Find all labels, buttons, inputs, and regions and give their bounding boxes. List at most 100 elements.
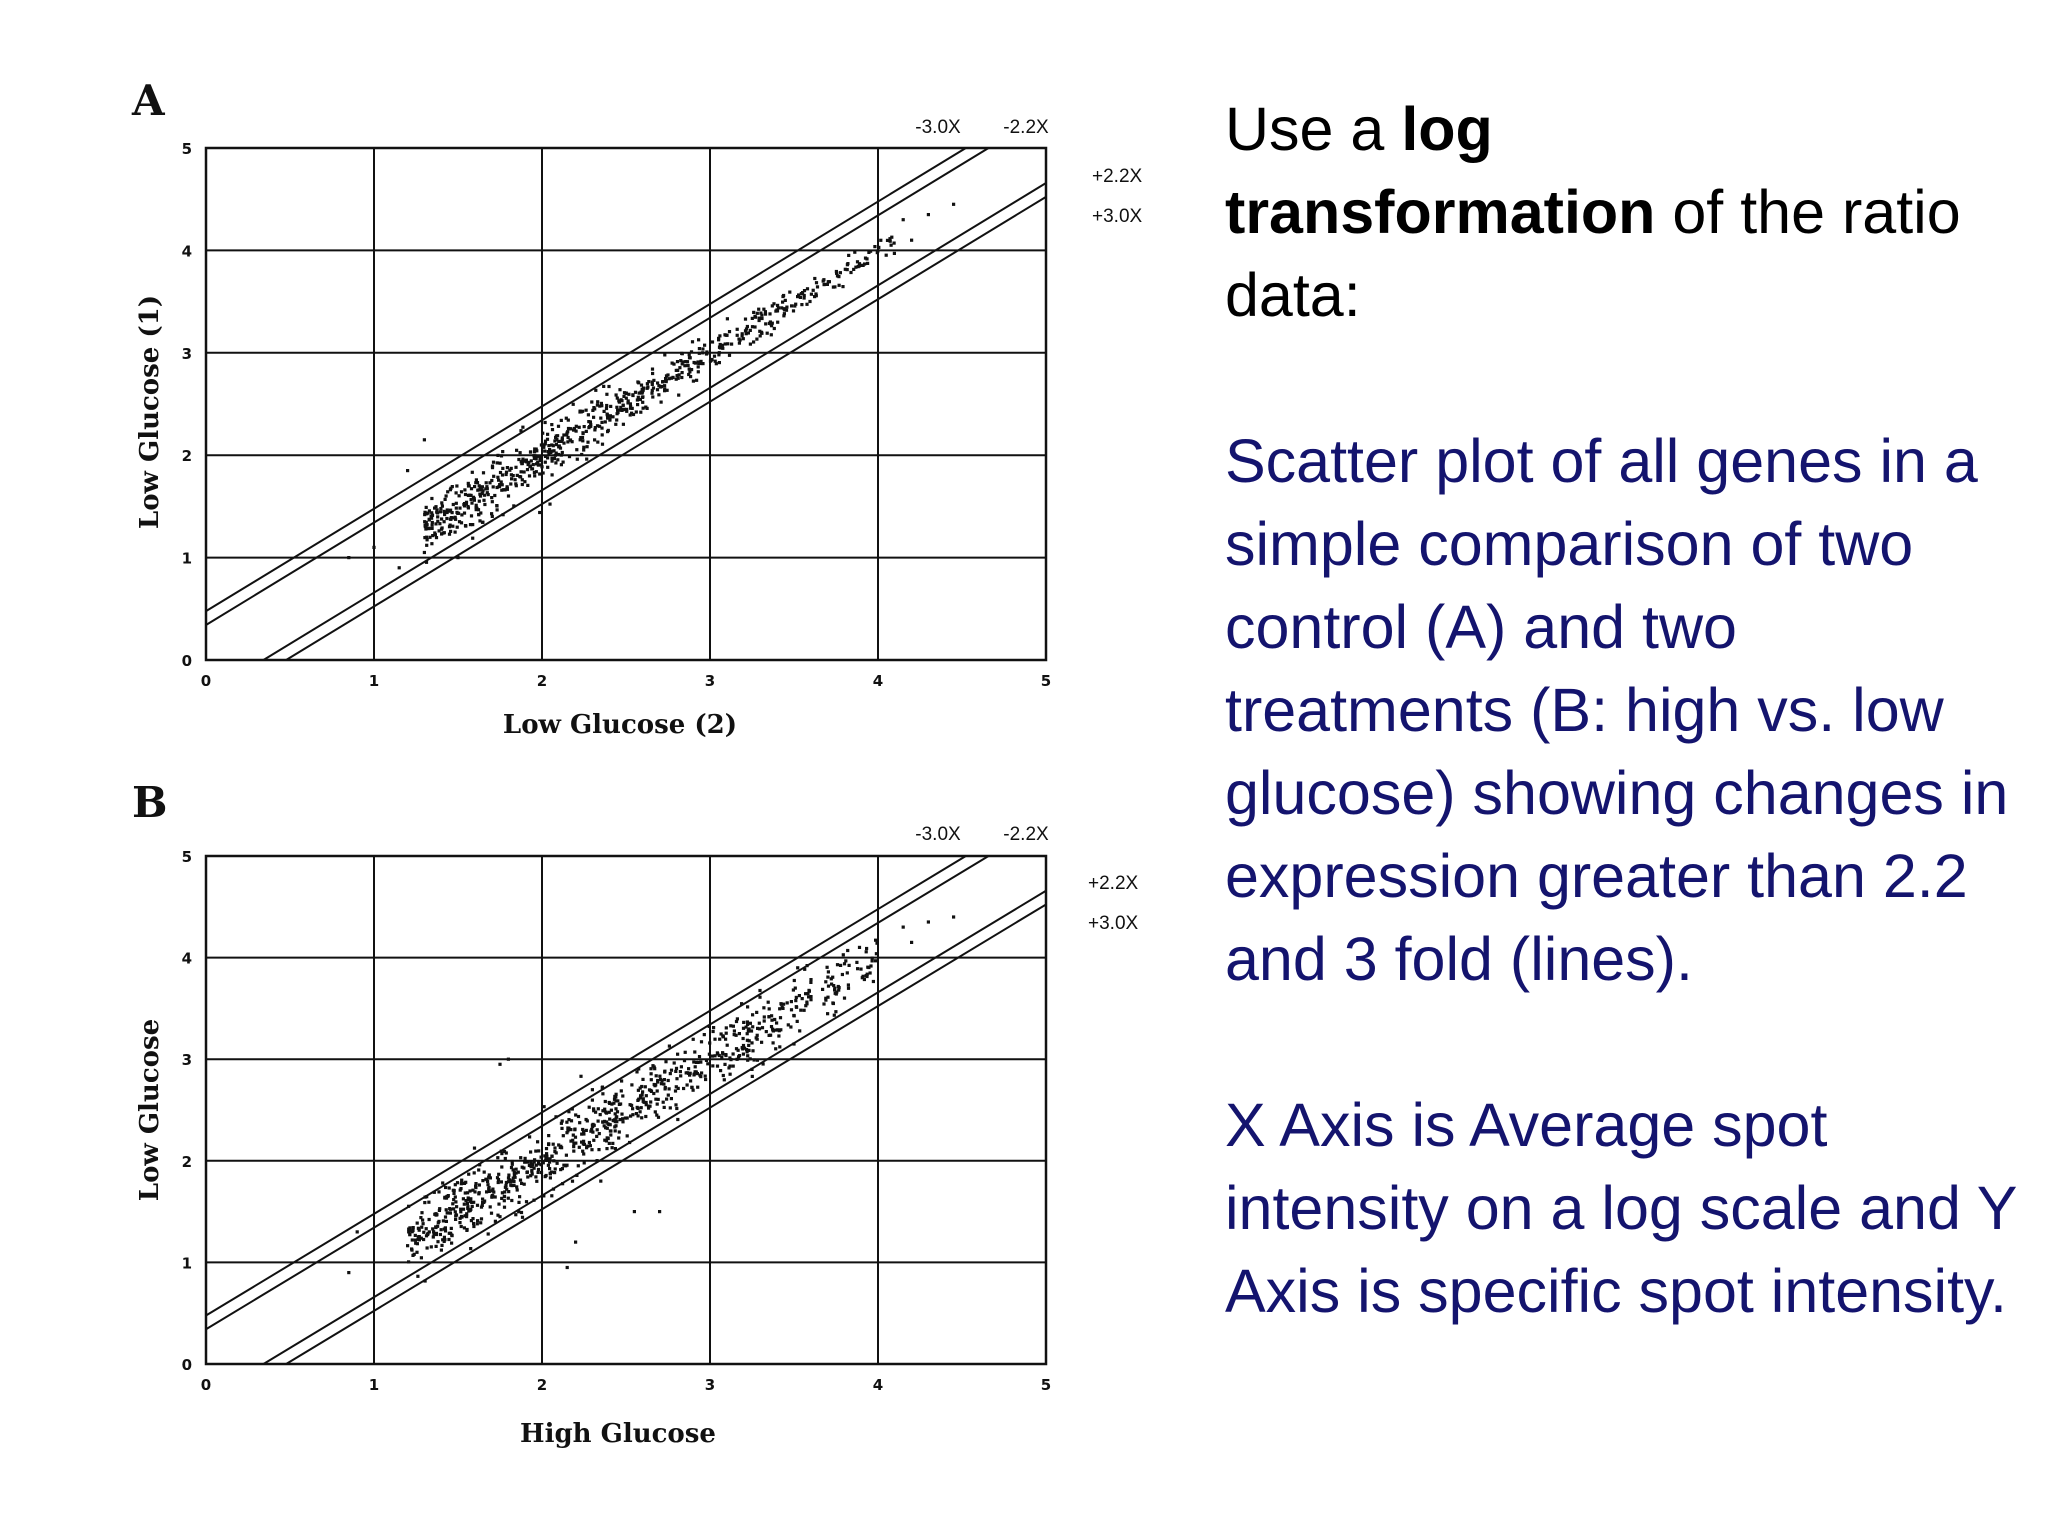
data-point: [616, 408, 620, 412]
data-point: [468, 523, 473, 527]
data-point: [645, 386, 649, 390]
data-point: [799, 1008, 803, 1012]
data-point: [520, 1165, 524, 1169]
data-point: [430, 523, 434, 527]
data-point: [637, 391, 641, 395]
data-point: [443, 1238, 447, 1242]
data-point: [510, 1162, 514, 1166]
data-point: [859, 967, 863, 971]
data-point: [517, 457, 521, 462]
data-point: [710, 340, 715, 344]
data-point: [469, 1197, 473, 1201]
data-point: [590, 1088, 594, 1092]
data-point: [478, 492, 482, 496]
data-point: [480, 1203, 484, 1207]
data-point: [870, 959, 874, 963]
data-point: [431, 534, 435, 538]
y-tick-label: 4: [182, 242, 192, 260]
description-paragraph: Scatter plot of all genes in a simple co…: [1225, 427, 2009, 993]
data-point: [582, 1130, 586, 1134]
data-point: [751, 1049, 755, 1053]
data-point: [662, 1105, 666, 1109]
data-point: [538, 455, 542, 459]
data-point: [458, 506, 462, 510]
data-point: [574, 1141, 578, 1145]
data-point: [454, 491, 458, 495]
data-point: [517, 1200, 521, 1204]
data-point: [498, 1062, 502, 1066]
data-point: [542, 445, 546, 449]
data-point: [455, 484, 459, 488]
data-point: [745, 324, 749, 329]
x-tick-label: 5: [1041, 672, 1051, 690]
data-point: [451, 516, 455, 520]
data-point: [770, 304, 774, 308]
data-point: [466, 504, 470, 509]
data-point: [513, 1175, 517, 1179]
data-point: [757, 316, 761, 320]
data-point: [724, 1037, 728, 1041]
data-point: [484, 481, 488, 485]
data-point: [734, 1047, 739, 1051]
data-point: [676, 1052, 680, 1056]
data-point: [834, 1010, 838, 1014]
data-point: [813, 295, 817, 299]
data-point: [822, 283, 826, 287]
data-point: [472, 1224, 476, 1229]
data-point: [584, 429, 588, 433]
data-point: [718, 1037, 722, 1041]
data-point: [593, 407, 597, 411]
data-point: [462, 504, 467, 508]
data-point: [534, 1163, 538, 1167]
data-point: [416, 1235, 420, 1239]
data-point: [625, 1116, 629, 1120]
data-point: [801, 291, 805, 295]
panel-a-fold-labels: -3.0X -2.2X +2.2X +3.0X: [915, 117, 1142, 227]
data-point: [606, 1122, 610, 1126]
data-point: [424, 1227, 428, 1231]
data-point: [460, 1215, 464, 1219]
data-point: [667, 377, 671, 381]
data-point: [554, 451, 558, 455]
data-point: [574, 1240, 578, 1244]
data-point: [529, 1160, 533, 1164]
data-point: [776, 1028, 780, 1032]
data-point: [444, 494, 448, 498]
data-point: [451, 502, 455, 507]
data-point: [741, 1043, 746, 1048]
data-point: [576, 1164, 580, 1168]
data-point: [417, 1238, 421, 1242]
data-point: [495, 485, 499, 490]
data-point: [889, 243, 893, 247]
data-point: [717, 1053, 721, 1058]
data-point: [824, 996, 828, 1000]
data-point: [459, 521, 464, 525]
data-point: [670, 376, 674, 380]
data-point: [639, 383, 644, 387]
data-point: [569, 1119, 574, 1123]
data-point: [802, 296, 806, 300]
data-point: [679, 1065, 683, 1069]
data-point: [526, 1160, 530, 1164]
data-point: [614, 422, 618, 426]
data-point: [659, 400, 663, 404]
data-point: [681, 360, 685, 364]
data-point: [437, 1190, 441, 1194]
data-point: [910, 940, 914, 944]
data-point: [608, 1123, 612, 1127]
data-point: [459, 1207, 463, 1211]
data-point: [879, 238, 883, 242]
data-point: [800, 303, 804, 307]
data-point: [497, 478, 501, 482]
data-point: [440, 501, 444, 505]
data-point: [688, 370, 692, 374]
data-point: [447, 1186, 451, 1190]
data-point: [602, 1124, 606, 1128]
data-point: [809, 292, 813, 296]
data-point: [597, 1148, 601, 1152]
intro-bold-transformation: transformation: [1225, 178, 1656, 246]
data-point: [560, 1126, 564, 1130]
data-point: [837, 283, 841, 287]
data-point: [539, 1170, 544, 1175]
data-point: [415, 1250, 419, 1254]
